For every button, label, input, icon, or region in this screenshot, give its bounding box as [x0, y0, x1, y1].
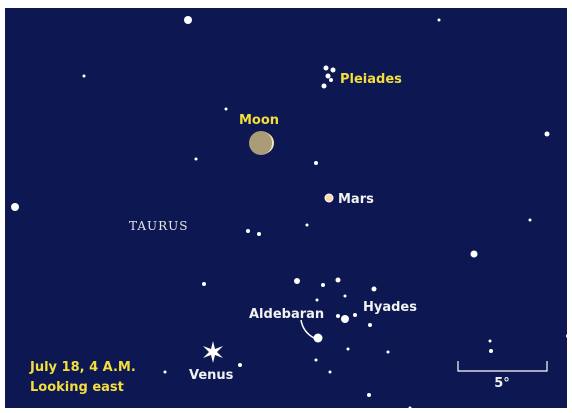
label: Venus [189, 368, 234, 383]
sky-chart: Pleiades Moon Mars TAURUS Aldebaran Hyad… [0, 0, 572, 413]
caption: Looking east [30, 380, 124, 395]
mars-dot [325, 194, 333, 202]
sky [5, 8, 567, 408]
label: Pleiades [340, 72, 402, 87]
caption: July 18, 4 A.M. [29, 360, 136, 375]
label: Hyades [363, 300, 417, 315]
label: Aldebaran [249, 307, 324, 322]
label: Moon [239, 113, 279, 128]
label: Mars [338, 192, 374, 207]
label: TAURUS [129, 219, 189, 233]
scale-label: 5° [494, 376, 510, 391]
